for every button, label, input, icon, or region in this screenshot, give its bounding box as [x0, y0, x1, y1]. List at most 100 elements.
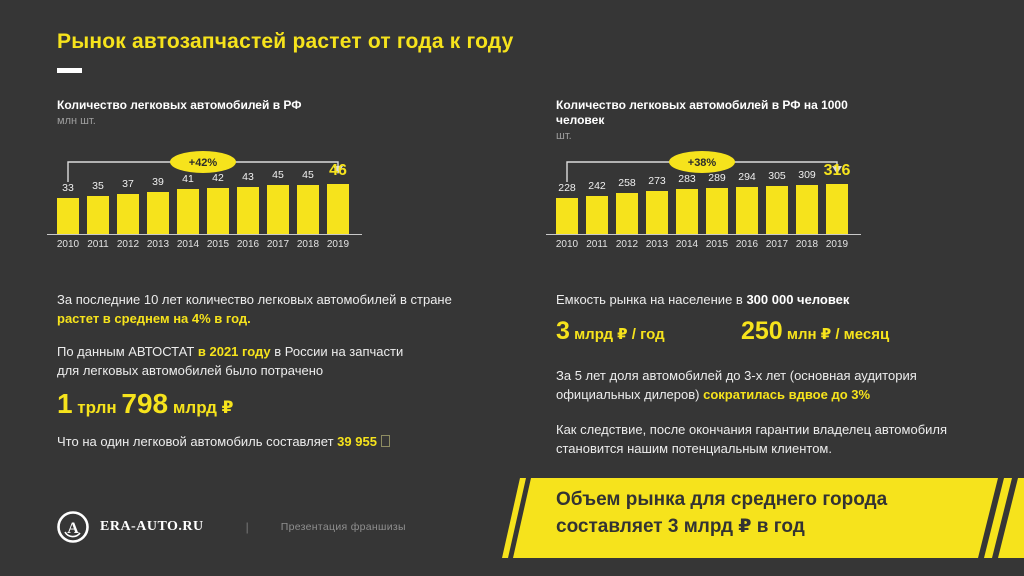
text-segment: в России на запчасти для легковых автомо…: [57, 344, 404, 378]
banner-right-cut-stripe: [992, 478, 1018, 558]
brand-name: ERA-AUTO.RU: [100, 519, 204, 534]
rate-per-month: 250 млн ₽ / месяц: [741, 317, 889, 346]
left-chart-title: Количество легковых автомобилей в РФ: [57, 98, 302, 112]
left-paragraph-growth: За последние 10 лет количество легковых …: [57, 290, 507, 328]
bar-value-label: 316: [823, 162, 851, 179]
figure-number: 798: [121, 388, 169, 419]
bar: 37: [117, 168, 139, 234]
bar: 273: [646, 168, 668, 234]
rate-unit: млн ₽ / месяц: [782, 326, 890, 343]
bar: 283: [676, 168, 698, 234]
title-underline-dash: [57, 68, 82, 73]
year-tick: 2018: [296, 239, 320, 250]
banner-line: Объем рынка для среднего города: [556, 489, 888, 510]
bar-value-label: 309: [798, 169, 816, 181]
bar-value-label: 46: [329, 162, 347, 179]
right-bar-chart: +38% 228 242 258 273 283 289 294 305 309 316 2010…: [546, 150, 861, 256]
years-row: 2010 2011 2012 2013 2014 2015 2016 2017 2018 2019: [57, 239, 349, 253]
right-chart-header: Количество легковых автомобилей в РФ на …: [556, 98, 856, 142]
bar-value-label: 37: [122, 178, 134, 190]
text-segment: Что на один легковой автомобиль составля…: [57, 434, 338, 449]
banner-right-cut-stripe: [978, 478, 1004, 558]
year-tick: 2017: [266, 239, 290, 250]
rate-unit: млрд ₽ / год: [569, 326, 665, 343]
bar: 242: [586, 168, 608, 234]
svg-text:A: A: [67, 520, 79, 537]
year-tick: 2014: [675, 239, 699, 250]
banner-text: Объем рынка для среднего города составля…: [556, 486, 887, 540]
bar: 228: [556, 168, 578, 234]
text-line: За последние 10 лет количество легковых …: [57, 292, 452, 307]
year-tick: 2010: [56, 239, 80, 250]
bar-value-label: 42: [212, 172, 224, 184]
bar-value-label: 305: [768, 170, 786, 182]
bar: 316: [824, 162, 850, 234]
footer-divider: |: [245, 520, 249, 534]
growth-badge: [170, 151, 236, 173]
year-tick: 2012: [615, 239, 639, 250]
year-tick: 2012: [116, 239, 140, 250]
year-tick: 2014: [176, 239, 200, 250]
bar: 309: [796, 168, 818, 234]
footer: A ERA-AUTO.RU | Презентация франшизы: [55, 509, 406, 545]
banner-line: составляет 3 млрд ₽ в год: [556, 516, 805, 537]
bar-value-label: 33: [62, 182, 74, 194]
growth-badge-label: +42%: [189, 157, 218, 169]
rate-per-year: 3 млрд ₽ / год: [556, 317, 741, 346]
bar-value-label: 294: [738, 171, 756, 183]
year-tick: 2018: [795, 239, 819, 250]
bar: 289: [706, 168, 728, 234]
years-row: 2010 2011 2012 2013 2014 2015 2016 2017 2018 2019: [556, 239, 848, 253]
bar-value-label: 43: [242, 171, 254, 183]
right-paragraph-capacity: Емкость рынка на население в 300 000 чел…: [556, 290, 1006, 309]
year-tick: 2016: [236, 239, 260, 250]
highlight-year-2021: в 2021 году: [197, 344, 271, 359]
right-paragraph-dealers: За 5 лет доля автомобилей до 3-х лет (ос…: [556, 366, 958, 404]
big-figure-spending: 1 трлн 798 млрд ₽: [57, 388, 234, 420]
x-axis: [47, 234, 362, 235]
bar-value-label: 35: [92, 180, 104, 192]
year-tick: 2013: [146, 239, 170, 250]
market-rates: 3 млрд ₽ / год 250 млн ₽ / месяц: [556, 317, 1006, 346]
bars-row: 228 242 258 273 283 289 294 305 309 316: [556, 162, 850, 234]
bar: 33: [57, 168, 79, 234]
highlight-growth-rate: растет в среднем на 4% в год.: [57, 311, 251, 326]
bar: 35: [87, 168, 109, 234]
left-chart-unit-label: млн шт.: [57, 115, 96, 127]
bar: 294: [736, 168, 758, 234]
bar-value-label: 258: [618, 177, 636, 189]
growth-badge: [669, 151, 735, 173]
bar-value-label: 289: [708, 172, 726, 184]
year-tick: 2015: [206, 239, 230, 250]
bar-value-label: 242: [588, 180, 606, 192]
left-paragraph-per-car: Что на один легковой автомобиль составля…: [57, 432, 517, 451]
year-tick: 2019: [326, 239, 350, 250]
banner-shape: [502, 478, 1024, 558]
growth-badge-label: +38%: [688, 157, 717, 169]
bar-value-label: 45: [272, 169, 284, 181]
era-auto-logo-icon: A: [57, 511, 89, 543]
bar: 42: [207, 168, 229, 234]
bar-value-label: 283: [678, 173, 696, 185]
highlight-halved: сократилась вдвое до 3%: [703, 387, 871, 402]
missing-glyph-box: □: [380, 435, 390, 447]
bar-value-label: 45: [302, 169, 314, 181]
text-segment: По данным АВТОСТАТ: [57, 344, 198, 359]
rate-number: 250: [741, 317, 783, 345]
bars-row: 33 35 37 39 41 42 43 45 45 46: [57, 162, 349, 234]
highlight-population: 300 000 человек: [746, 292, 850, 307]
year-tick: 2019: [825, 239, 849, 250]
figure-unit: млрд ₽: [168, 398, 234, 417]
year-tick: 2015: [705, 239, 729, 250]
right-chart-unit-label: шт.: [556, 130, 572, 142]
page-title: Рынок автозапчастей растет от года к год…: [57, 30, 514, 53]
x-axis: [546, 234, 861, 235]
left-bar-chart: +42% 33 35 37 39 41 42 43 45 45 46 2010 2011 2012 20…: [47, 150, 362, 256]
banner-left-stripe: [502, 478, 526, 558]
year-tick: 2011: [586, 239, 608, 250]
bar-value-label: 41: [182, 173, 194, 185]
text-segment: За 5 лет доля автомобилей до 3-х лет (ос…: [556, 368, 917, 402]
bar: 41: [177, 168, 199, 234]
bar-value-label: 228: [558, 182, 576, 194]
